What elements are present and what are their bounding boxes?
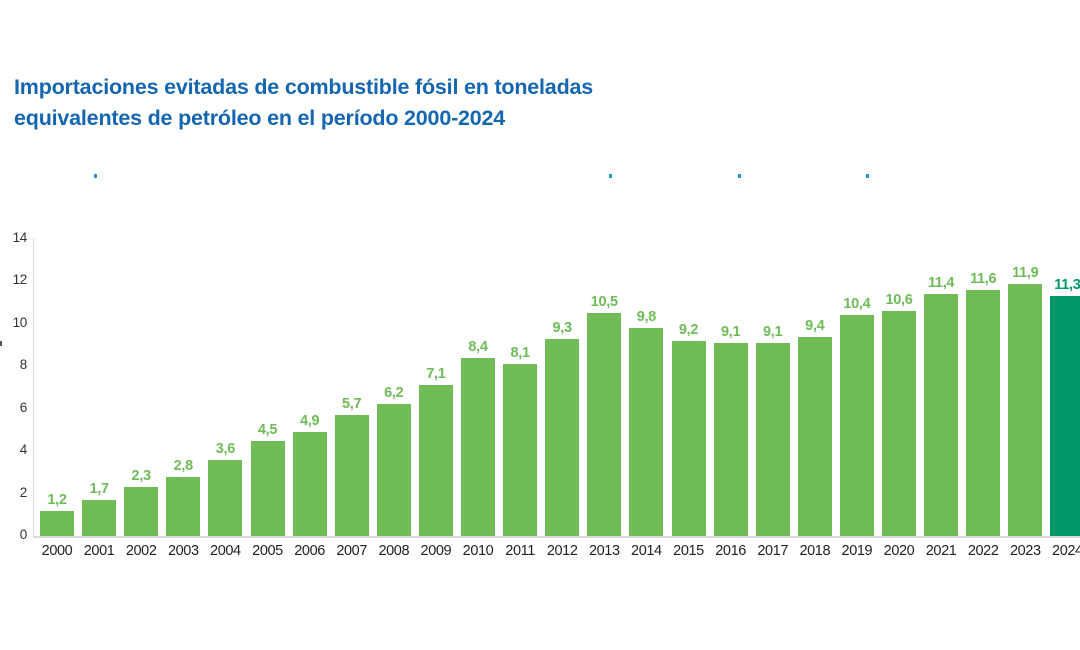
value-label-2000: 1,2 (47, 491, 67, 508)
bar-2021 (924, 294, 959, 536)
value-label-2024: 11,3 (1054, 277, 1080, 294)
value-label-2018: 9,4 (805, 317, 825, 334)
y-tick-4: 4 (19, 442, 28, 458)
bar-2006 (292, 432, 327, 536)
bar-2002 (124, 487, 159, 536)
value-label-2015: 9,2 (678, 321, 699, 338)
bar-2005 (250, 440, 285, 536)
value-label-2016: 9,1 (720, 323, 741, 340)
bar-2012 (545, 338, 580, 536)
x-tick-2000: 2000 (41, 543, 73, 559)
y-tick-8: 8 (19, 357, 28, 373)
value-label-2007: 5,7 (342, 396, 362, 413)
x-tick-2014: 2014 (631, 543, 662, 559)
x-tick-2001: 2001 (83, 543, 115, 559)
bar-2010 (461, 357, 495, 536)
value-label-2009: 7,1 (426, 366, 446, 383)
bar-2017 (755, 342, 790, 536)
bar-2008 (376, 404, 411, 536)
legend-dot-0 (94, 174, 97, 178)
value-label-2021: 11,4 (927, 275, 955, 292)
chart-title: Importaciones evitadas de combustible fó… (14, 72, 593, 134)
value-label-2020: 10,6 (885, 292, 913, 309)
x-tick-2012: 2012 (546, 543, 578, 559)
bar-2020 (882, 311, 916, 536)
bar-2001 (82, 499, 117, 536)
bar-2003 (166, 476, 201, 536)
x-tick-2008: 2008 (378, 543, 410, 559)
x-tick-2010: 2010 (462, 543, 494, 559)
bar-2014 (629, 328, 664, 536)
value-label-2017: 9,1 (763, 323, 783, 340)
bar-2019 (839, 315, 874, 536)
value-label-2005: 4,5 (257, 421, 278, 438)
bar-2015 (671, 340, 706, 536)
x-tick-2016: 2016 (715, 543, 746, 559)
x-tick-2017: 2017 (757, 543, 789, 559)
bar-2024 (1050, 296, 1080, 536)
value-label-2022: 11,6 (970, 270, 997, 287)
legend-dot-2 (738, 174, 741, 178)
x-tick-2011: 2011 (505, 543, 535, 559)
y-tick-6: 6 (19, 399, 28, 415)
value-label-2012: 9,3 (552, 319, 573, 336)
bar-2022 (966, 289, 1001, 536)
bar-2018 (797, 336, 832, 536)
chart-title-line2: equivalentes de petróleo en el período 2… (14, 106, 506, 131)
bar-2004 (208, 459, 243, 536)
value-label-2003: 2,8 (173, 457, 194, 474)
y-tick-14: 14 (12, 230, 28, 245)
bar-2013 (587, 313, 622, 536)
x-tick-2021: 2021 (925, 543, 957, 559)
y-tick-2: 2 (19, 484, 28, 500)
value-label-2004: 3,6 (215, 440, 236, 457)
value-label-2013: 10,5 (590, 294, 618, 311)
value-label-2014: 9,8 (636, 309, 657, 326)
value-label-2019: 10,4 (843, 296, 871, 313)
value-label-2010: 8,4 (468, 338, 488, 355)
value-label-2023: 11,9 (1012, 264, 1039, 281)
chart-title-line1: Importaciones evitadas de combustible fó… (14, 75, 594, 100)
x-tick-2005: 2005 (252, 543, 283, 559)
clipped-y-axis-title-artifact (0, 341, 2, 346)
bar-2011 (503, 364, 538, 536)
bar-2023 (1008, 283, 1043, 536)
bar-2009 (418, 385, 453, 536)
value-label-2002: 2,3 (131, 468, 152, 485)
bar-2016 (713, 342, 748, 536)
y-tick-12: 12 (12, 272, 28, 288)
x-tick-2006: 2006 (294, 543, 325, 559)
bar-2007 (334, 415, 369, 536)
legend-dot-1 (609, 174, 612, 178)
x-tick-2007: 2007 (336, 543, 368, 559)
x-tick-2009: 2009 (420, 543, 452, 559)
x-tick-2013: 2013 (588, 543, 620, 559)
x-tick-2002: 2002 (125, 543, 157, 559)
value-label-2006: 4,9 (299, 413, 320, 430)
value-label-2001: 1,7 (89, 480, 109, 497)
x-axis-line (33, 536, 1080, 538)
value-label-2008: 6,2 (384, 385, 404, 402)
x-tick-2022: 2022 (967, 543, 999, 559)
y-tick-10: 10 (12, 314, 28, 330)
x-tick-2024: 2024 (1052, 543, 1080, 559)
y-tick-0: 0 (19, 527, 28, 542)
x-tick-2020: 2020 (883, 543, 915, 559)
x-tick-2015: 2015 (673, 543, 704, 559)
x-tick-2019: 2019 (841, 543, 873, 559)
legend-dot-3 (866, 174, 869, 178)
value-label-2011: 8,1 (510, 345, 530, 362)
x-tick-2003: 2003 (167, 543, 199, 559)
x-tick-2018: 2018 (799, 543, 831, 559)
x-tick-2004: 2004 (210, 543, 241, 559)
y-axis-line (32, 238, 34, 537)
bar-2000 (40, 510, 74, 536)
x-tick-2023: 2023 (1009, 543, 1041, 559)
